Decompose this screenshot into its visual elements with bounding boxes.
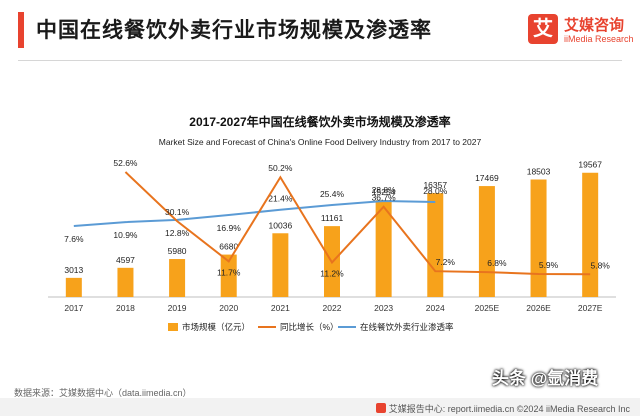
source-note: 数据来源：艾媒数据中心（data.iimedia.cn） bbox=[14, 388, 192, 398]
bar-value-label: 19567 bbox=[578, 160, 602, 170]
footer-text: 艾媒报告中心: report.iimedia.cn ©2024 iiMedia … bbox=[388, 404, 630, 414]
x-tick-label: 2024 bbox=[426, 303, 445, 313]
logo-name-en: iiMedia Research bbox=[564, 34, 634, 44]
x-tick-label: 2026E bbox=[526, 303, 551, 313]
legend-label: 在线餐饮外卖行业渗透率 bbox=[360, 322, 454, 332]
bar bbox=[478, 186, 495, 297]
bar bbox=[220, 254, 237, 297]
penetration-label: 16.9% bbox=[217, 223, 242, 233]
bar-value-label: 10036 bbox=[269, 220, 293, 230]
bar-value-label: 16357 bbox=[423, 180, 447, 190]
bar-value-label: 17469 bbox=[475, 173, 499, 183]
growth-label: 11.7% bbox=[217, 267, 241, 277]
growth-label: 52.6% bbox=[113, 158, 138, 168]
bar-value-label: 18503 bbox=[527, 167, 551, 177]
bar-value-label: 3013 bbox=[64, 265, 83, 275]
bar bbox=[117, 267, 134, 297]
brand-logo: 艾 艾媒咨询 iiMedia Research bbox=[528, 8, 634, 52]
penetration-label: 28.8% bbox=[372, 185, 397, 195]
x-tick-label: 2022 bbox=[323, 303, 342, 313]
growth-label: 36.7% bbox=[372, 193, 397, 203]
legend-label: 市场规模（亿元） bbox=[182, 322, 250, 332]
chart-subtitle: Market Size and Forecast of China's Onli… bbox=[159, 137, 482, 147]
watermark: 头条 @氩消费 bbox=[492, 369, 599, 388]
penetration-label: 25.4% bbox=[320, 189, 345, 199]
legend-swatch bbox=[168, 323, 178, 331]
x-tick-label: 2018 bbox=[116, 303, 135, 313]
bar bbox=[169, 259, 186, 297]
penetration-label: 7.6% bbox=[64, 234, 84, 244]
x-tick-label: 2021 bbox=[271, 303, 290, 313]
footer-logo-icon bbox=[375, 403, 386, 413]
growth-line bbox=[124, 171, 591, 276]
logo-name-cn: 艾媒咨询 bbox=[564, 17, 625, 34]
penetration-label: 21.4% bbox=[268, 194, 293, 204]
x-tick-label: 2025E bbox=[475, 303, 500, 313]
title-accent-bar bbox=[18, 12, 24, 48]
footer-bar bbox=[0, 398, 640, 416]
page-title: 中国在线餐饮外卖行业市场规模及渗透率 bbox=[36, 19, 432, 42]
header-divider bbox=[18, 60, 622, 61]
bar bbox=[427, 193, 444, 297]
chart: 2017-2027年中国在线餐饮外卖市场规模及渗透率 Market Size a… bbox=[48, 114, 616, 332]
chart-legend: 市场规模（亿元） 同比增长（%） 在线餐饮外卖行业渗透率 bbox=[168, 322, 454, 332]
bar bbox=[530, 179, 547, 297]
x-tick-label: 2019 bbox=[168, 303, 187, 313]
penetration-line bbox=[73, 199, 436, 227]
penetration-label: 12.8% bbox=[165, 228, 190, 238]
growth-label: 5.9% bbox=[539, 260, 559, 270]
x-tick-label: 2027E bbox=[578, 303, 603, 313]
bar bbox=[65, 277, 82, 297]
growth-label: 30.1% bbox=[165, 207, 190, 217]
growth-label: 5.8% bbox=[590, 260, 610, 270]
bar-value-label: 6680 bbox=[219, 242, 238, 252]
footer: 艾媒报告中心: report.iimedia.cn ©2024 iiMedia … bbox=[375, 402, 630, 415]
bar bbox=[272, 233, 289, 297]
x-tick-label: 2017 bbox=[64, 303, 83, 313]
growth-label: 6.8% bbox=[487, 258, 507, 268]
penetration-label: 10.9% bbox=[113, 230, 138, 240]
penetration-label: 28.0% bbox=[423, 186, 448, 196]
bar-value-label: 5980 bbox=[168, 246, 187, 256]
plot-area: 3013 2017 4597 2018 5980 2019 6680 2020 10036 202… bbox=[48, 158, 616, 313]
growth-label: 7.2% bbox=[436, 257, 456, 267]
bar-value-label: 4597 bbox=[116, 255, 135, 265]
bar bbox=[582, 172, 599, 297]
growth-label: 50.2% bbox=[268, 163, 293, 173]
bar-value-label: 15254 bbox=[372, 187, 396, 197]
bar-value-label: 11161 bbox=[321, 213, 344, 223]
chart-title: 2017-2027年中国在线餐饮外卖市场规模及渗透率 bbox=[189, 114, 450, 129]
x-tick-label: 2020 bbox=[219, 303, 238, 313]
logo-mark-icon: 艾 bbox=[528, 14, 558, 44]
growth-label: 11.2% bbox=[320, 268, 344, 278]
x-tick-label: 2023 bbox=[374, 303, 393, 313]
legend-label: 同比增长（%） bbox=[280, 322, 339, 332]
bar bbox=[375, 200, 392, 297]
